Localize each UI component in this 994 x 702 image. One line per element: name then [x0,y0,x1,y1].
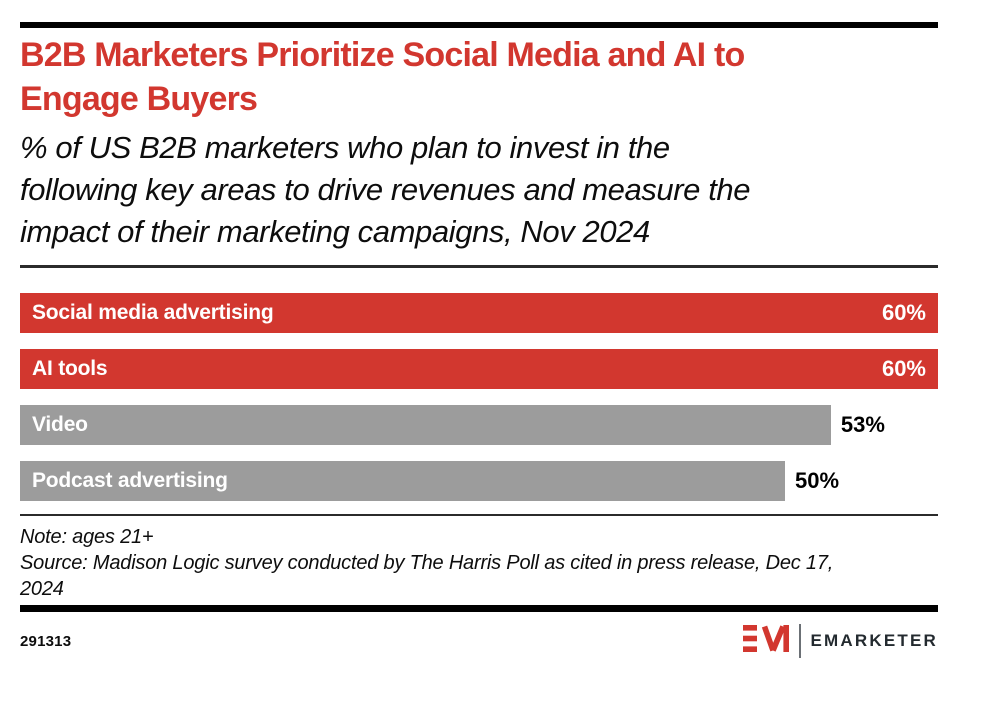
bar-value-label: 50% [795,468,840,493]
bar-row: Video 53% [20,405,938,445]
bar-ai-tools: AI tools 60% [20,349,938,389]
brand-name: EMARKETER [810,631,938,650]
subtitle-divider [20,265,938,268]
bottom-rule [20,605,938,612]
bar-value-label: 60% [881,356,926,381]
top-rule [20,22,938,28]
footnote: Note: ages 21+ Source: Madison Logic sur… [20,524,938,602]
footnote-divider [20,514,938,516]
bar-row: Podcast advertising 50% [20,461,938,501]
chart-title: B2B Marketers Prioritize Social Media an… [20,36,745,118]
bar-chart: Social media advertising 60% AI tools 60% Vi… [20,293,938,501]
emarketer-logo-icon [742,625,789,657]
bar-category-label: Video [32,413,88,436]
chart-subtitle: % of US B2B marketers who plan to invest… [20,130,751,249]
bar-social-media-advertising: Social media advertising 60% [20,293,938,333]
bar-category-label: Social media advertising [32,301,274,324]
bar-category-label: Podcast advertising [32,469,228,492]
content-area: B2B Marketers Prioritize Social Media an… [20,22,938,658]
source-text: Source: Madison Logic survey conducted b… [20,552,834,600]
bar-row: AI tools 60% [20,349,938,389]
bar-category-label: AI tools [32,357,108,380]
chart-id: 291313 [20,632,72,650]
bar-row: Social media advertising 60% [20,293,938,333]
bar-value-label: 53% [840,412,885,437]
note-text: Note: ages 21+ [20,526,154,548]
footer: 291313 [20,624,938,658]
bar-value-label: 60% [881,300,926,325]
bar-video: Video [20,405,831,445]
brand-lockup: EMARKETER [742,624,938,658]
bar-podcast-advertising: Podcast advertising [20,461,785,501]
brand-divider [798,624,801,658]
